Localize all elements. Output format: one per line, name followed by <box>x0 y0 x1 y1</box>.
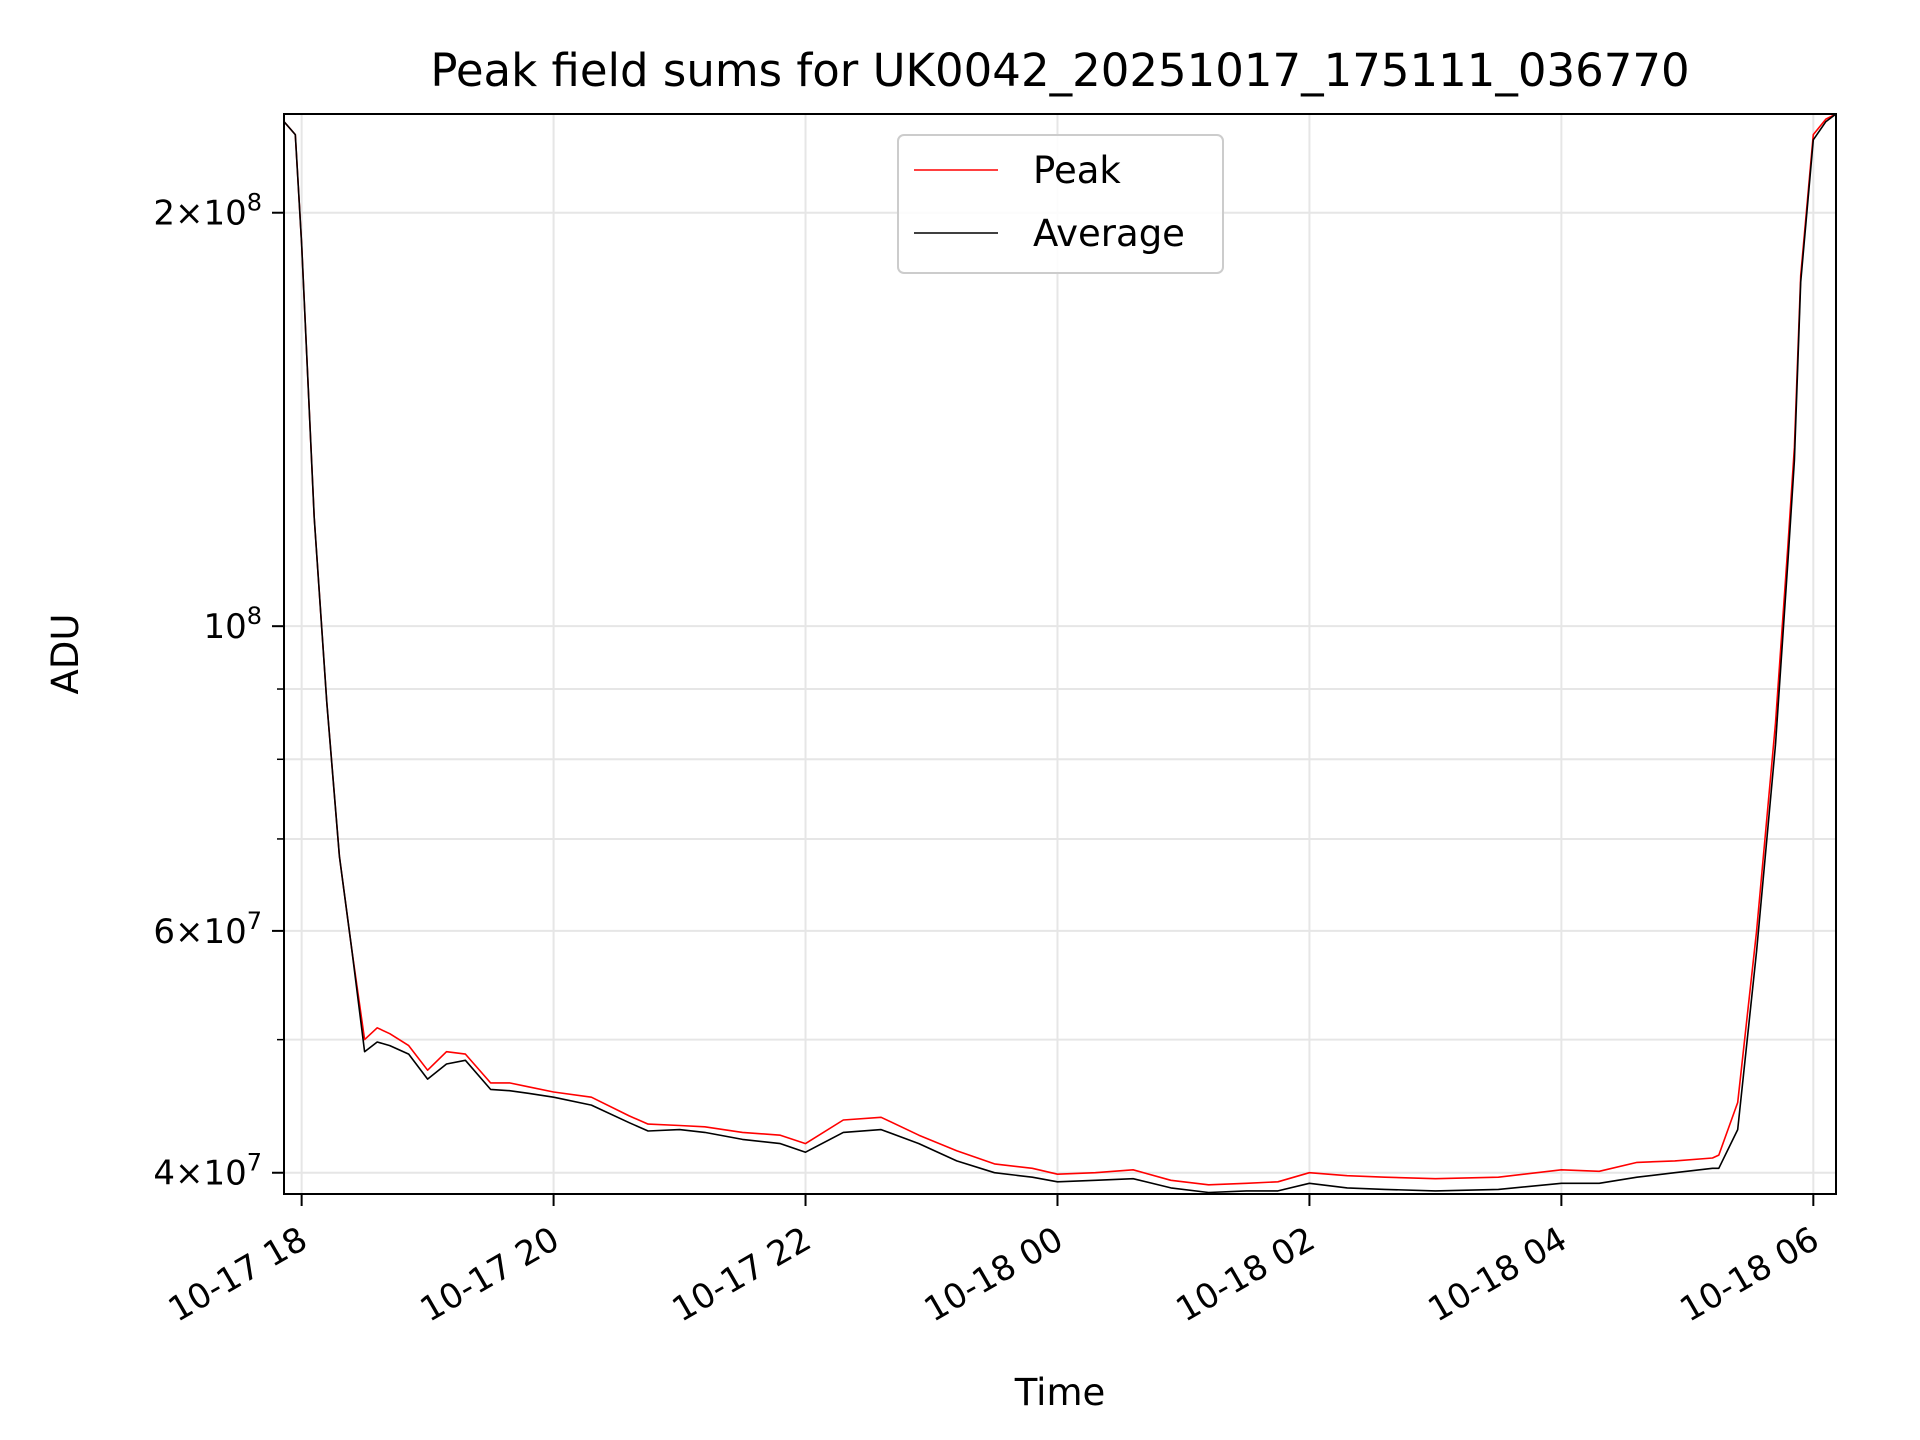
legend: Peak Average <box>897 134 1224 274</box>
plot-frame <box>283 113 1837 1195</box>
legend-label-peak: Peak <box>1033 149 1121 192</box>
series-line-average <box>284 114 1836 1194</box>
series-layer <box>284 114 1836 1194</box>
y-tick-label: 4×107 <box>153 1149 262 1194</box>
legend-label-average: Average <box>1033 212 1185 255</box>
x-axis-label: Time <box>1014 1371 1106 1414</box>
y-tick-label: 108 <box>203 602 262 647</box>
series-line-peak <box>284 114 1836 1186</box>
y-tick-label: 6×107 <box>153 907 262 952</box>
chart-title: Peak field sums for UK0042_20251017_1751… <box>430 44 1689 97</box>
y-axis-label: ADU <box>44 614 87 695</box>
y-tick-label: 2×108 <box>153 189 262 234</box>
